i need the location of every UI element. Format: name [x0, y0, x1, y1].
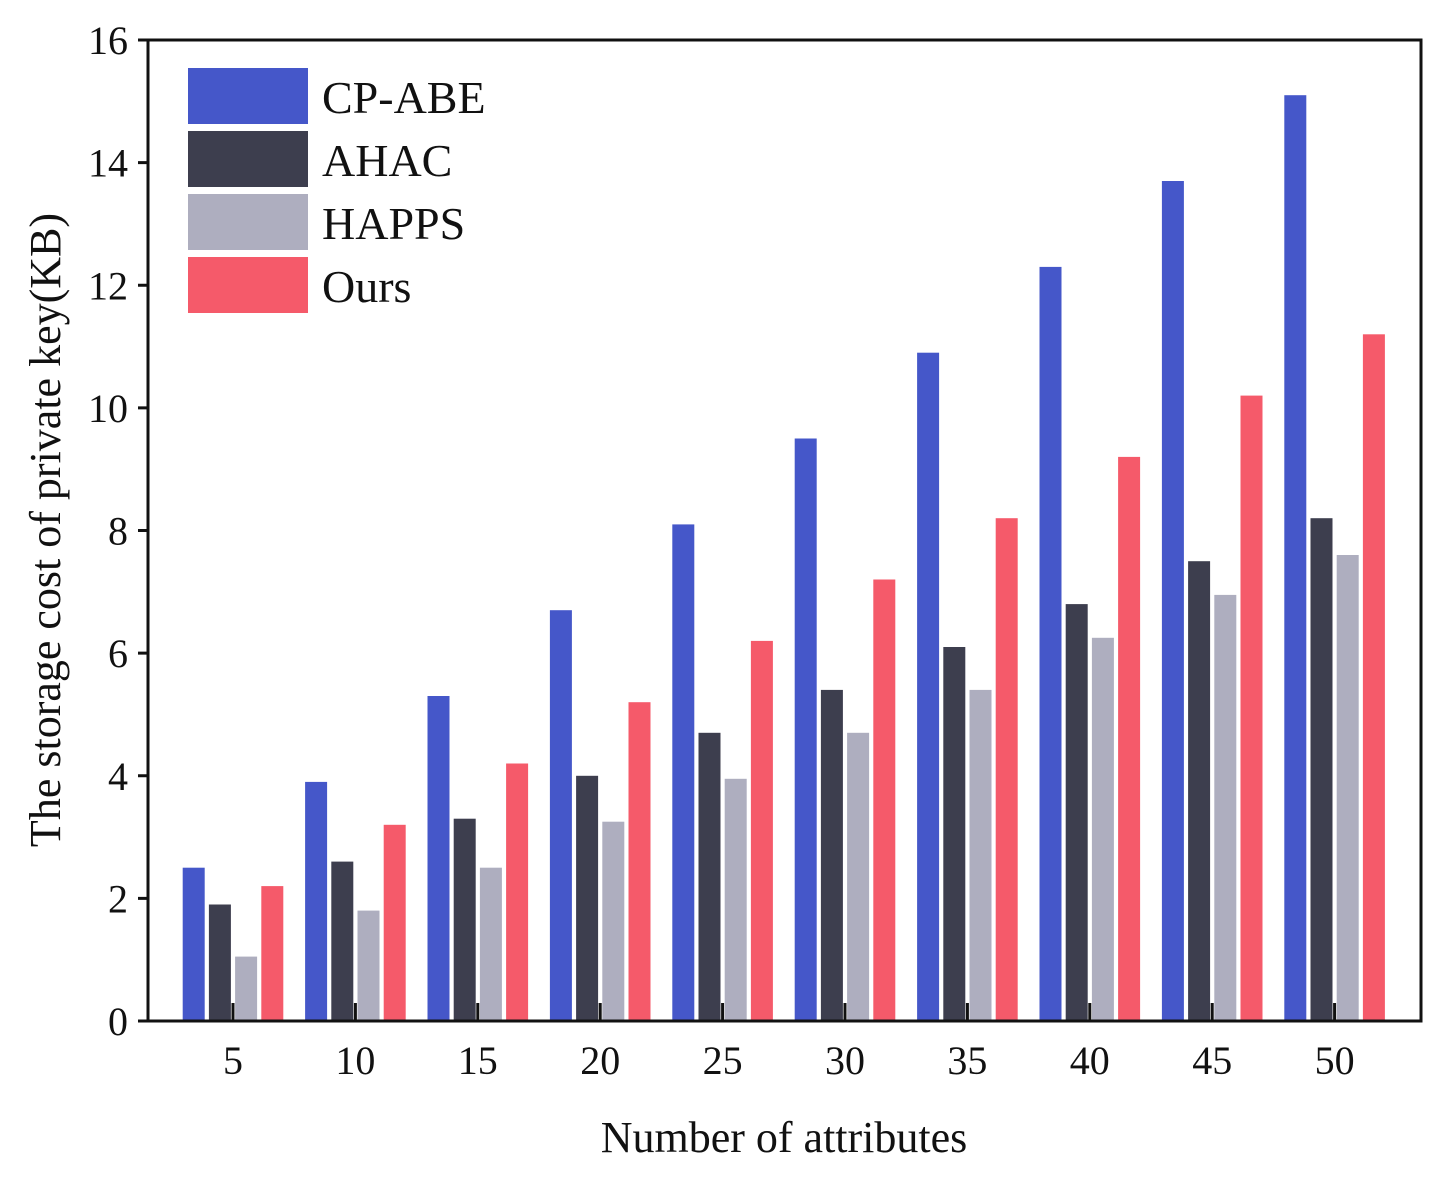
bar-ours-5: [261, 886, 284, 1021]
y-tick-label-4: 4: [108, 754, 128, 799]
bar-happs-20: [602, 821, 625, 1021]
bar-cp-abe-25: [672, 524, 695, 1021]
bar-ours-25: [750, 640, 773, 1021]
bar-ahac-35: [943, 647, 966, 1021]
bar-ahac-15: [453, 818, 476, 1021]
bar-cp-abe-30: [794, 438, 817, 1021]
bar-ahac-45: [1188, 561, 1211, 1021]
bar-cp-abe-20: [549, 610, 572, 1021]
bar-happs-30: [847, 732, 870, 1021]
bar-cp-abe-10: [305, 781, 328, 1021]
y-tick-label-2: 2: [108, 876, 128, 921]
y-tick-label-0: 0: [108, 999, 128, 1044]
bar-cp-abe-15: [427, 696, 450, 1021]
bar-ours-35: [995, 518, 1018, 1021]
bar-ours-30: [873, 579, 896, 1021]
bar-ahac-40: [1065, 604, 1088, 1021]
y-tick-label-16: 16: [88, 18, 128, 63]
legend-swatch-happs: [188, 194, 308, 250]
legend-label-cp-abe: CP-ABE: [322, 72, 486, 123]
x-tick-label-45: 45: [1192, 1038, 1232, 1083]
x-tick-label-30: 30: [825, 1038, 865, 1083]
x-tick-label-40: 40: [1070, 1038, 1110, 1083]
bar-happs-40: [1091, 637, 1114, 1021]
bar-ours-10: [383, 824, 406, 1021]
bar-happs-10: [357, 910, 380, 1021]
y-axis: 0 2 4 6 8 10 12 14 16: [88, 18, 148, 1044]
bar-ours-15: [506, 763, 529, 1021]
x-tick-label-25: 25: [703, 1038, 743, 1083]
bar-cp-abe-35: [917, 352, 940, 1021]
bar-ours-45: [1240, 395, 1263, 1022]
x-tick-label-15: 15: [458, 1038, 498, 1083]
y-tick-label-12: 12: [88, 263, 128, 308]
bar-ours-20: [628, 702, 651, 1021]
bar-ahac-30: [820, 689, 843, 1021]
bar-ahac-20: [576, 775, 599, 1022]
bar-cp-abe-40: [1039, 266, 1062, 1021]
x-tick-label-10: 10: [335, 1038, 375, 1083]
legend-swatch-ours: [188, 257, 308, 313]
bars-group: [182, 95, 1385, 1022]
legend-swatch-cp-abe: [188, 68, 308, 124]
bar-happs-5: [235, 956, 258, 1021]
legend-swatch-ahac: [188, 131, 308, 187]
y-tick-label-14: 14: [88, 141, 128, 186]
y-tick-label-6: 6: [108, 631, 128, 676]
legend-label-ours: Ours: [322, 261, 411, 312]
bar-ahac-10: [331, 861, 354, 1021]
bar-happs-35: [969, 689, 992, 1021]
bar-happs-25: [724, 778, 747, 1021]
x-axis-title: Number of attributes: [601, 1113, 968, 1162]
y-tick-label-10: 10: [88, 386, 128, 431]
x-tick-label-20: 20: [580, 1038, 620, 1083]
bar-happs-50: [1336, 555, 1359, 1021]
x-axis: 5 10 15 20 25 30 35 40 45 50: [223, 1003, 1355, 1083]
y-axis-title: The storage cost of private key(KB): [21, 213, 70, 847]
bar-ahac-25: [698, 732, 721, 1021]
bar-happs-15: [479, 867, 502, 1021]
x-tick-label-50: 50: [1315, 1038, 1355, 1083]
bar-ours-50: [1362, 334, 1385, 1021]
bar-cp-abe-5: [182, 867, 205, 1021]
bar-cp-abe-45: [1161, 181, 1184, 1021]
bar-cp-abe-50: [1284, 95, 1307, 1021]
x-tick-label-5: 5: [223, 1038, 243, 1083]
legend-label-ahac: AHAC: [322, 135, 452, 186]
bar-ahac-50: [1310, 518, 1333, 1021]
x-tick-label-35: 35: [947, 1038, 987, 1083]
legend: CP-ABE AHAC HAPPS Ours: [188, 68, 486, 313]
bar-ours-40: [1118, 456, 1141, 1021]
bar-ahac-5: [208, 904, 231, 1021]
bar-happs-45: [1214, 594, 1237, 1021]
y-tick-label-8: 8: [108, 509, 128, 554]
legend-label-happs: HAPPS: [322, 198, 465, 249]
